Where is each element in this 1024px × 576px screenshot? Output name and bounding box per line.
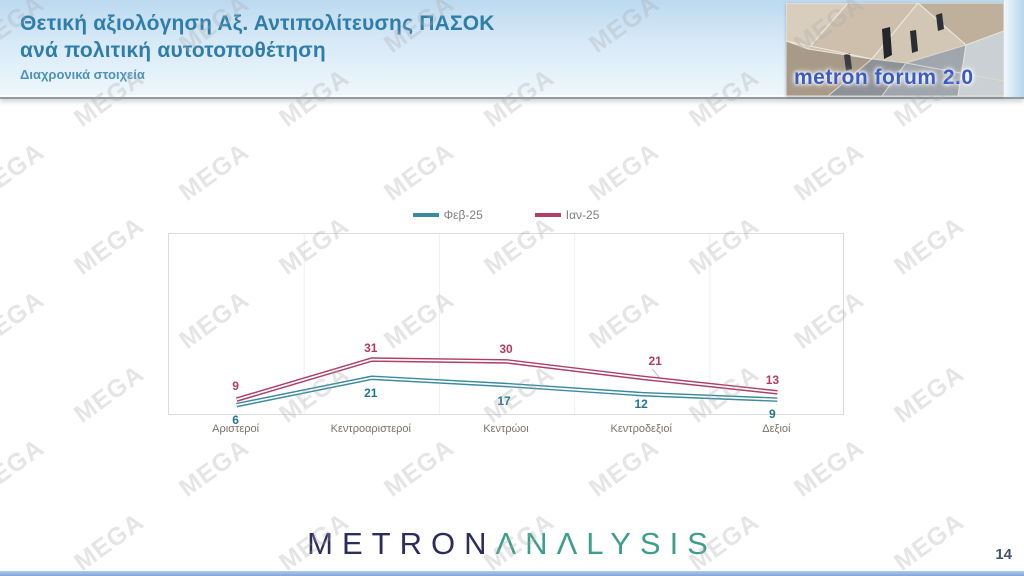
watermark-text: MEGA [789,137,870,207]
metron-analysis-logo: METRONΛNΛLYSIS [0,526,1024,562]
data-label-Ιαν-25: 13 [765,373,780,388]
watermark-text: MEGA [0,433,50,503]
brand-analysis-text: ΛNΛLYSIS [495,526,717,561]
slide-title-line1: Θετική αξιολόγηση Αξ. Αντιπολίτευσης ΠΑΣ… [20,12,495,35]
watermark-text: MEGA [789,433,870,503]
chart-legend: Φεβ-25 Ιαν-25 [168,207,844,223]
bottom-accent-bar [0,571,1024,576]
watermark-text: MEGA [0,137,50,207]
slide-subtitle: Διαχρονικά στοιχεία [20,67,145,82]
watermark-text: MEGA [889,359,970,429]
data-label-Φεβ-25: 6 [232,413,239,428]
watermark-text: MEGA [584,433,665,503]
category-label: Αριστεροί [212,423,260,435]
watermark-text: MEGA [584,137,665,207]
data-label-Φεβ-25: 9 [769,406,776,421]
legend-swatch [534,213,561,217]
series-line-Φεβ-25 [236,376,778,406]
logo-photo-mosaic [786,3,1004,96]
watermark-text: MEGA [174,433,255,503]
header-right-strip [1004,0,1024,97]
series-line-Ιαν-25 [236,358,778,401]
data-label-Φεβ-25: 12 [634,397,648,412]
data-label-Ιαν-25: 30 [499,342,513,357]
legend-item-Ιαν-25: Ιαν-25 [534,208,600,222]
watermark-text: MEGA [174,137,255,207]
data-label-Ιαν-25: 9 [232,378,239,393]
slide-title-line2: ανά πολιτική αυτοτοποθέτηση [20,39,326,62]
chart-plot-area [168,233,844,415]
watermark-text: MEGA [69,211,150,281]
watermark-text: MEGA [69,359,150,429]
watermark-text: MEGA [379,137,460,207]
legend-item-Φεβ-25: Φεβ-25 [412,208,483,222]
brand-metron-text: METRON [307,526,496,561]
watermark-text: MEGA [889,211,970,281]
line-chart [235,234,778,414]
category-label: Δεξιοί [762,423,791,435]
data-label-Ιαν-25: 21 [648,353,662,368]
legend-swatch [412,213,439,217]
slide-header: Θετική αξιολόγηση Αξ. Αντιπολίτευσης ΠΑΣ… [0,0,1024,99]
title-block: Θετική αξιολόγηση Αξ. Αντιπολίτευσης ΠΑΣ… [20,10,495,82]
metron-forum-logo: metron forum 2.0 [786,3,1004,96]
category-label: Κεντροδεξιοί [610,423,672,435]
page-number: 14 [995,546,1012,563]
metron-forum-logo-text: metron forum 2.0 [794,66,974,89]
data-label-Ιαν-25: 31 [364,340,378,355]
watermark-text: MEGA [0,285,50,355]
data-label-Φεβ-25: 21 [364,385,378,400]
legend-label: Ιαν-25 [565,208,600,222]
data-label-Φεβ-25: 17 [497,394,511,409]
category-label: Κεντρώοι [483,423,529,435]
category-label: Κεντροαριστεροί [330,423,411,435]
watermark-text: MEGA [379,433,460,503]
legend-label: Φεβ-25 [443,208,483,222]
